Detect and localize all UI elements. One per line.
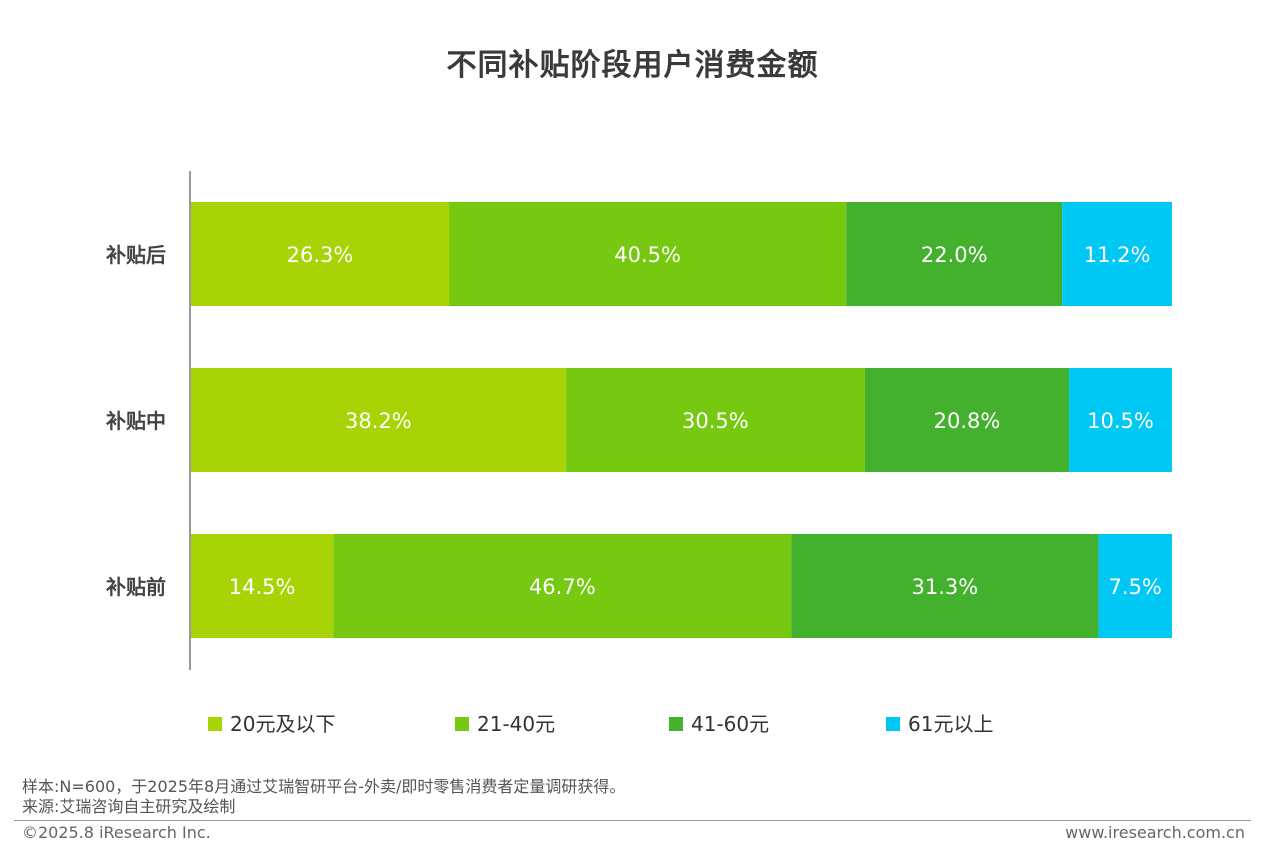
category-label: 补贴前 [105,575,166,599]
bar-segment [1068,368,1172,472]
bar-segment [846,202,1063,306]
data-label: 11.2% [1084,243,1151,267]
chart-title: 不同补贴阶段用户消费金额 [446,48,819,83]
bar-segment [1098,534,1172,638]
legend-label: 21-40元 [477,712,555,736]
data-label: 46.7% [529,575,596,599]
bar-segment [191,534,334,638]
data-label: 40.5% [614,243,681,267]
legend-label: 41-60元 [691,712,769,736]
legend-swatch [886,717,900,731]
footer-divider [14,820,1251,821]
legend-label: 20元及以下 [230,712,335,736]
bar-segment [191,202,450,306]
category-label: 补贴中 [105,409,166,433]
data-label: 20.8% [934,409,1001,433]
data-label: 7.5% [1109,575,1162,599]
category-label: 补贴后 [105,243,166,267]
data-label: 31.3% [912,575,979,599]
legend-swatch [669,717,683,731]
bar-segment [191,368,566,472]
data-label: 38.2% [345,409,412,433]
data-label: 14.5% [229,575,296,599]
data-label: 22.0% [921,243,988,267]
website-link[interactable]: www.iresearch.com.cn [1065,823,1245,842]
sample-note: 样本:N=600，于2025年8月通过艾瑞智研平台-外卖/即时零售消费者定量调研… [22,777,626,796]
legend-swatch [208,717,222,731]
copyright-text: ©2025.8 iResearch Inc. [22,823,211,842]
bar-segment [791,534,1099,638]
bar-segment [1062,202,1172,306]
source-note: 来源:艾瑞咨询自主研究及绘制 [22,797,236,816]
legend-swatch [455,717,469,731]
data-label: 26.3% [287,243,354,267]
bar-segment [449,202,847,306]
legend-label: 61元以上 [908,712,993,736]
stacked-bar-chart: 26.3% 40.5% 22.0% 11.2% 补贴后 38.2% 30.5% 20.8% 10… [105,171,1172,736]
data-label: 30.5% [682,409,749,433]
bar-segment [565,368,865,472]
data-label: 10.5% [1087,409,1154,433]
bar-segment [864,368,1069,472]
bar-segment [333,534,792,638]
